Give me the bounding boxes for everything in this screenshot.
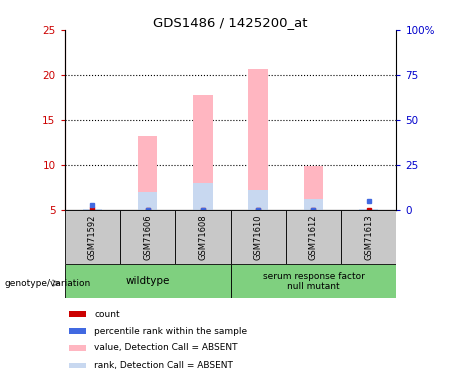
Bar [138,136,157,210]
Bar [230,264,396,298]
Text: GSM71613: GSM71613 [364,214,373,260]
Bar [175,210,230,264]
Bar [304,166,323,210]
Text: wildtype: wildtype [125,276,170,286]
Text: rank, Detection Call = ABSENT: rank, Detection Call = ABSENT [95,361,233,370]
Text: GSM71608: GSM71608 [198,214,207,260]
Bar [359,209,378,210]
Bar [138,192,157,210]
Bar [120,210,175,264]
Bar [341,210,396,264]
Bar [69,345,86,351]
Text: percentile rank within the sample: percentile rank within the sample [95,327,248,336]
Bar [193,95,213,210]
Bar [83,209,102,210]
Text: GSM71612: GSM71612 [309,214,318,260]
Text: genotype/variation: genotype/variation [5,279,91,288]
Text: count: count [95,310,120,319]
Bar [69,311,86,317]
Bar [230,210,286,264]
Bar [69,328,86,334]
Text: serum response factor
null mutant: serum response factor null mutant [263,272,364,291]
Text: value, Detection Call = ABSENT: value, Detection Call = ABSENT [95,344,238,352]
Bar [65,210,120,264]
Bar [304,199,323,210]
Text: GSM71610: GSM71610 [254,214,263,260]
Bar [69,363,86,368]
Text: GSM71606: GSM71606 [143,214,152,260]
Title: GDS1486 / 1425200_at: GDS1486 / 1425200_at [153,16,308,29]
Bar [248,69,268,210]
Bar [359,209,378,210]
Bar [248,190,268,210]
Bar [65,264,230,298]
Bar [286,210,341,264]
Bar [193,183,213,210]
Bar [83,209,102,210]
Text: GSM71592: GSM71592 [88,214,97,260]
